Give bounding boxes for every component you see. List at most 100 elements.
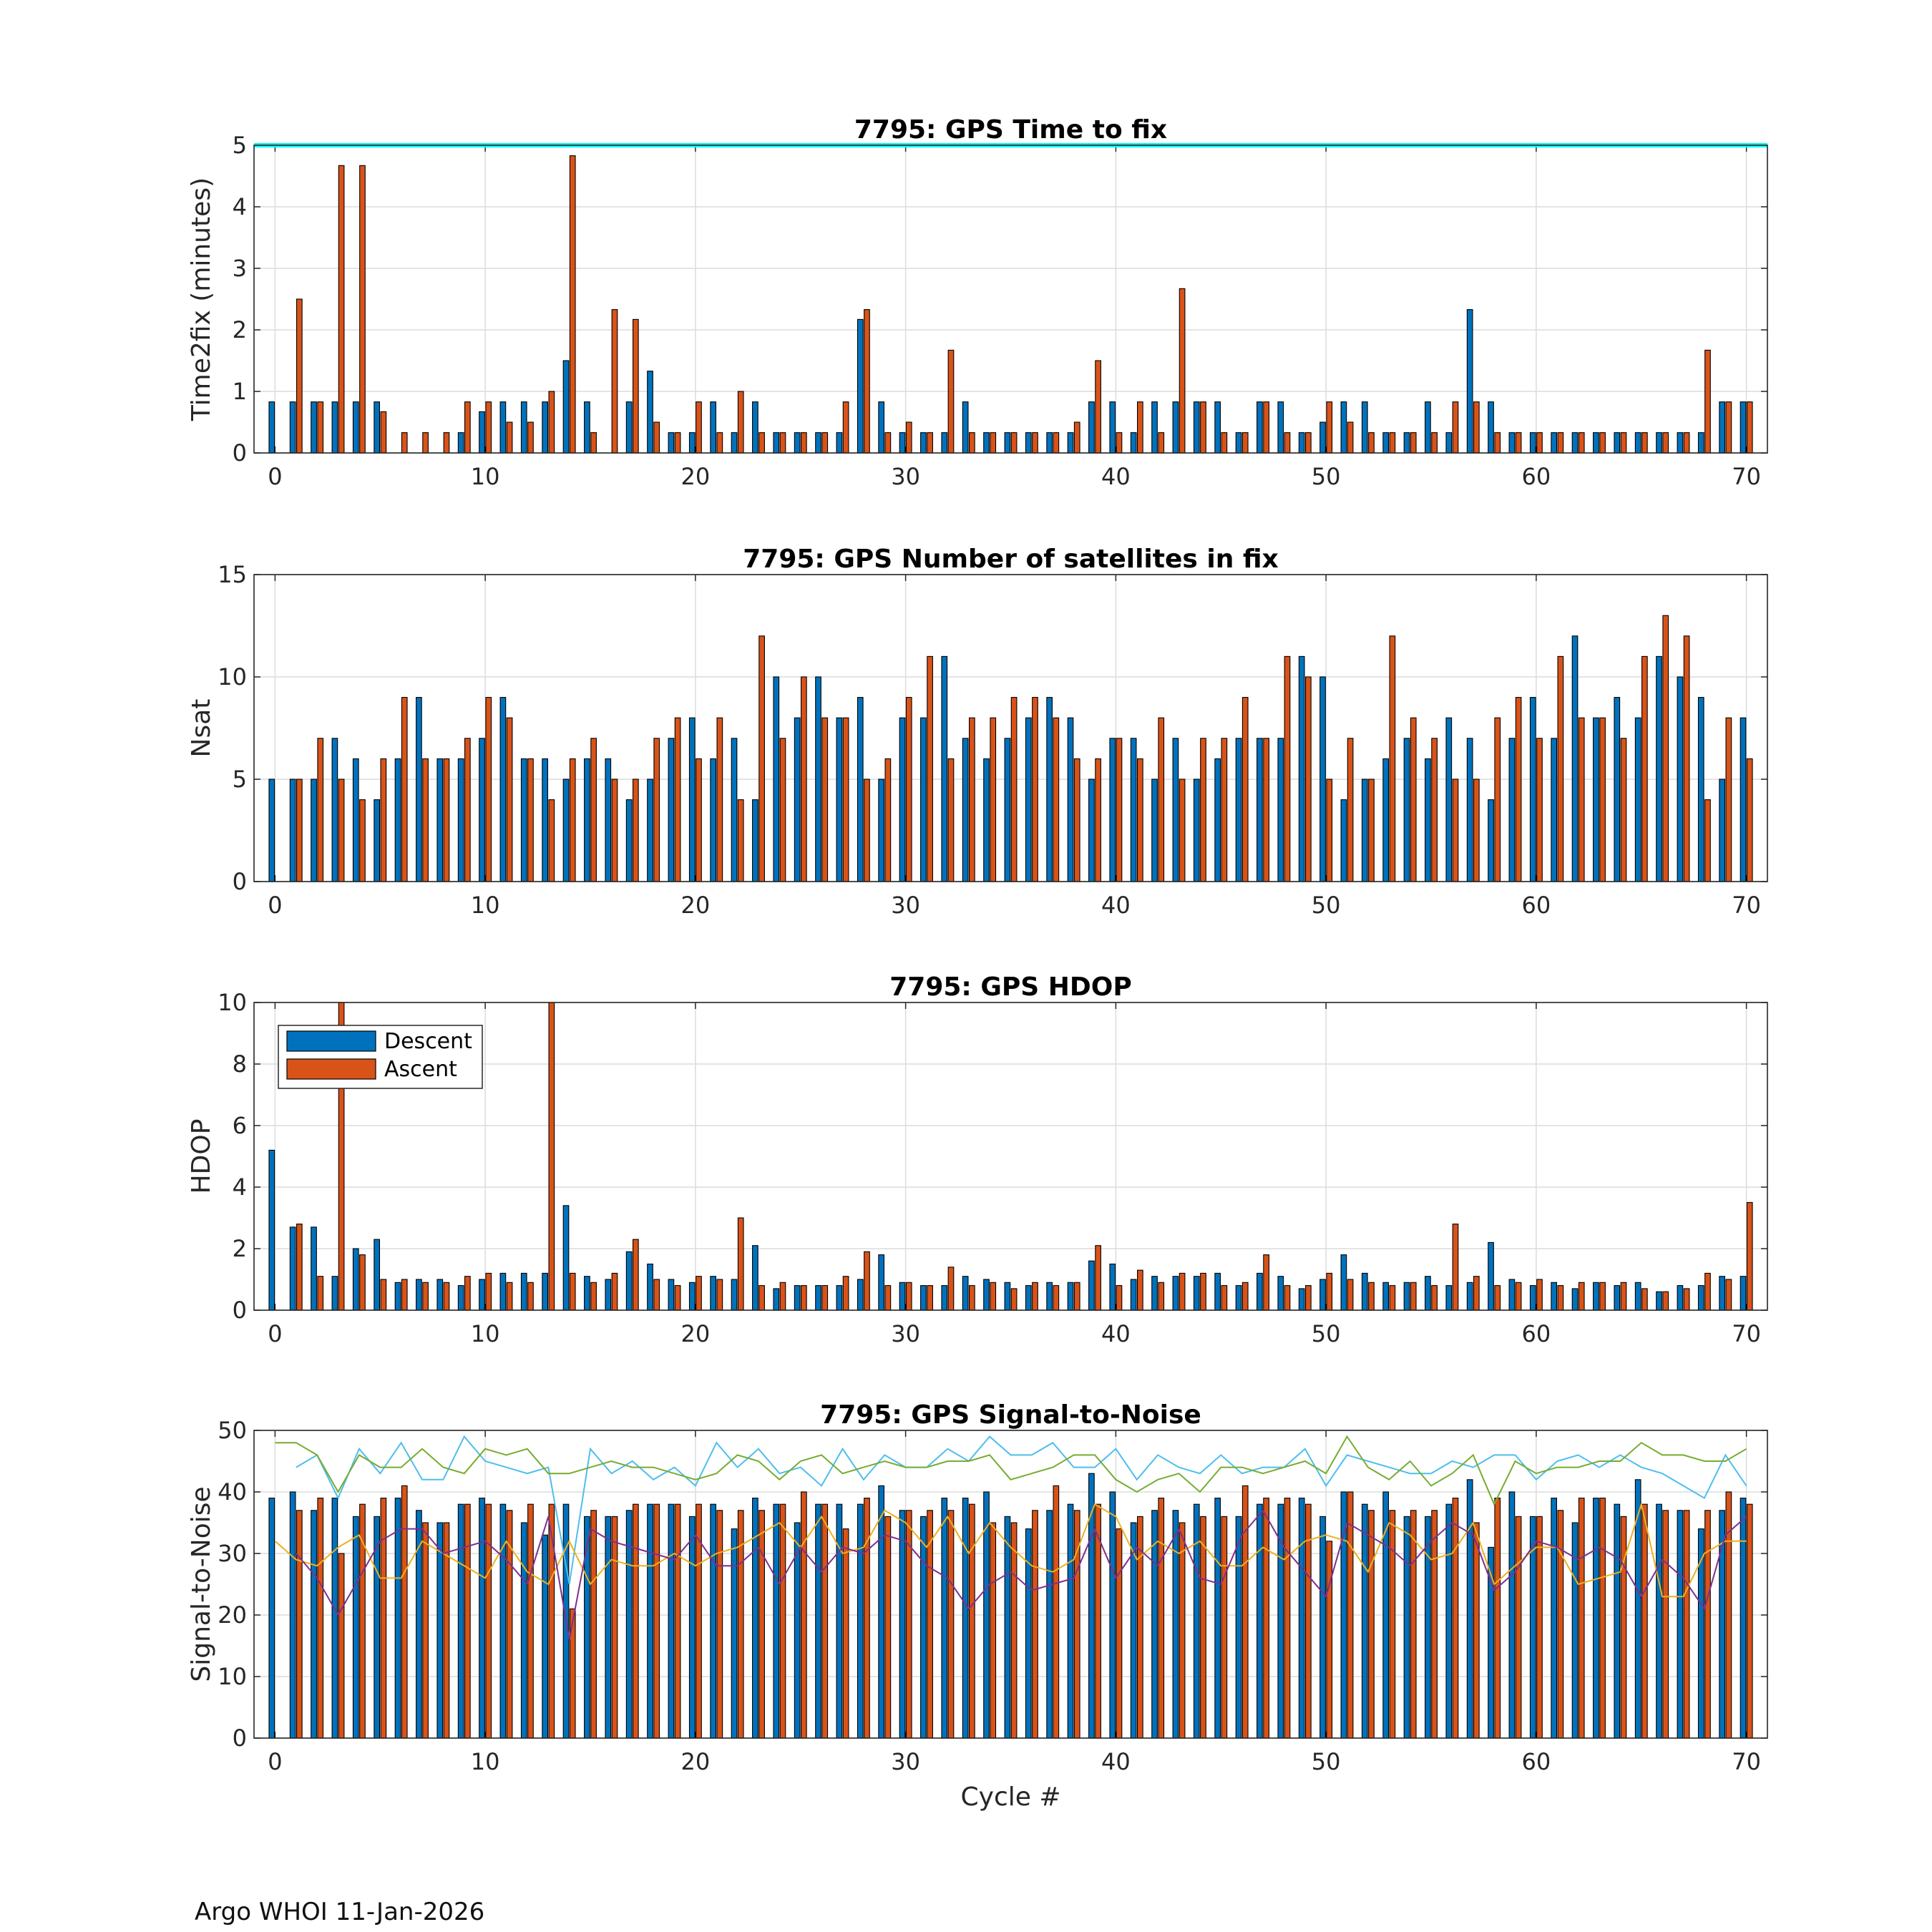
bar <box>1109 1263 1116 1311</box>
bar <box>1088 779 1095 882</box>
bar <box>1172 401 1179 454</box>
bar <box>506 717 513 882</box>
bar <box>1746 1201 1753 1311</box>
bar <box>520 1272 527 1311</box>
y-tick-label: 3 <box>233 255 247 282</box>
bar <box>1382 432 1389 454</box>
bar <box>1431 738 1438 882</box>
bar <box>899 1282 906 1311</box>
bar <box>1445 1285 1453 1311</box>
bar <box>1179 779 1186 882</box>
bar <box>1305 1285 1312 1311</box>
bar <box>1431 1510 1438 1739</box>
bar <box>569 1608 576 1739</box>
bar <box>1193 779 1200 882</box>
bar <box>1257 401 1263 454</box>
bar <box>605 1516 612 1739</box>
bar <box>1151 779 1158 882</box>
bar <box>1095 1245 1101 1311</box>
bar <box>1347 1279 1354 1311</box>
bar <box>1719 779 1726 882</box>
plot-area <box>254 1430 1767 1738</box>
bar <box>1361 1272 1368 1311</box>
bar <box>696 401 702 454</box>
bar <box>605 1279 612 1311</box>
bar <box>1025 1285 1032 1311</box>
bar <box>625 1251 633 1311</box>
bar <box>1536 738 1543 882</box>
bar <box>1578 1498 1585 1739</box>
bar <box>1257 738 1263 882</box>
bar <box>520 1522 527 1739</box>
bar <box>696 758 702 882</box>
bar <box>1241 1282 1249 1311</box>
bar <box>773 1503 780 1739</box>
bar <box>590 738 597 882</box>
x-tick-label: 40 <box>1101 463 1131 490</box>
bar <box>625 401 633 454</box>
y-tick-label: 2 <box>233 1235 247 1262</box>
y-tick-label: 5 <box>233 132 247 159</box>
y-tick-label: 0 <box>233 1297 247 1324</box>
bar <box>990 1522 997 1739</box>
bar <box>1284 432 1291 454</box>
bar <box>716 1510 723 1739</box>
bar <box>1551 1282 1558 1311</box>
bar <box>983 1279 990 1311</box>
bar <box>1347 421 1354 454</box>
bar <box>688 1516 696 1739</box>
bar <box>1466 1282 1473 1311</box>
bar <box>801 1491 807 1739</box>
bar <box>688 1282 696 1311</box>
bar <box>499 401 507 454</box>
bar <box>969 717 975 882</box>
x-tick-label: 0 <box>268 892 282 919</box>
bar <box>352 1516 359 1739</box>
bar <box>443 432 450 454</box>
bar <box>605 758 612 882</box>
bar <box>990 432 997 454</box>
x-axis-label: Cycle # <box>961 1782 1061 1812</box>
footer-credit: Argo WHOI 11-Jan-2026 <box>195 1898 485 1926</box>
bar <box>815 1503 821 1739</box>
bar <box>1004 432 1011 454</box>
x-tick-label: 20 <box>681 1748 711 1775</box>
bar <box>794 717 801 882</box>
bar <box>1677 1510 1684 1739</box>
bar <box>1683 432 1690 454</box>
bar <box>1067 1503 1074 1739</box>
bar <box>1241 1485 1249 1739</box>
bar <box>653 421 660 454</box>
bar <box>773 1288 780 1311</box>
bar <box>1677 1285 1684 1311</box>
bar <box>773 432 780 454</box>
series-ascent <box>296 155 1753 454</box>
bar <box>947 1267 955 1311</box>
bar <box>416 1279 422 1311</box>
x-tick-label: 60 <box>1522 892 1551 919</box>
bar <box>1179 1272 1186 1311</box>
bar <box>632 1503 639 1739</box>
bar <box>758 432 765 454</box>
bar <box>864 1251 870 1311</box>
bar <box>941 1498 948 1739</box>
bar <box>674 1285 681 1311</box>
axes-box <box>253 574 1768 882</box>
bar <box>1529 1285 1536 1311</box>
bar <box>1508 738 1516 882</box>
bar <box>1431 1285 1438 1311</box>
bar <box>710 1276 716 1311</box>
bar <box>289 1226 296 1311</box>
bar <box>1704 1510 1711 1739</box>
bar <box>983 758 990 882</box>
bar <box>878 779 884 882</box>
bar <box>758 1285 765 1311</box>
bar <box>527 421 534 454</box>
bar <box>941 432 948 454</box>
bar <box>758 635 765 882</box>
bar <box>1389 432 1396 454</box>
bar <box>905 421 912 454</box>
bar <box>878 1254 884 1311</box>
bar <box>1004 738 1011 882</box>
